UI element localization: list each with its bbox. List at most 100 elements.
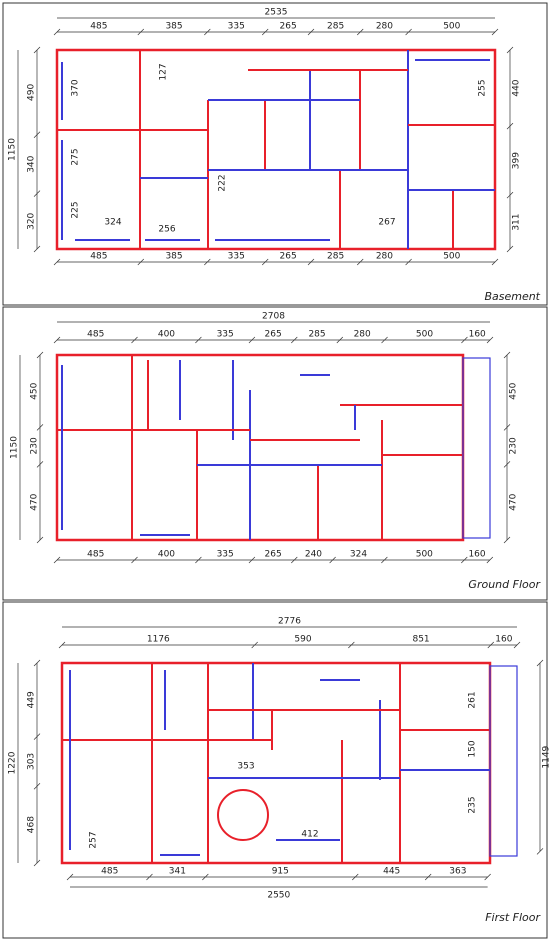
- dimension-tick: [307, 28, 315, 36]
- dimension-tick: [486, 336, 494, 344]
- room-dimension: 275: [71, 148, 81, 165]
- dimension-tick: [248, 556, 256, 564]
- dimension-label: 230: [509, 437, 519, 454]
- panel-frame: [2, 2, 548, 306]
- dimension-label: 440: [512, 79, 522, 96]
- dimension-tick: [503, 351, 511, 359]
- dimension-tick: [66, 873, 74, 881]
- dimension-tick: [536, 848, 544, 855]
- dimension-tick: [53, 336, 61, 344]
- dimension-tick: [506, 122, 514, 130]
- dimension-label: 265: [265, 330, 282, 340]
- dimension-tick: [356, 28, 364, 36]
- room-dimension: 255: [478, 79, 488, 96]
- dimension-label: 470: [30, 493, 40, 510]
- dimension-tick: [506, 245, 514, 253]
- total-dimension: 1150: [10, 436, 20, 459]
- dimension-tick: [424, 873, 432, 881]
- dimension-label: 445: [383, 867, 400, 877]
- dimension-tick: [33, 131, 41, 139]
- floor-label: Ground Floor: [468, 578, 541, 591]
- dimension-label: 500: [443, 22, 460, 32]
- dimension-label: 485: [87, 330, 104, 340]
- dimension-label: 1149: [542, 745, 550, 768]
- dimension-label: 335: [217, 330, 234, 340]
- room-dimension: 412: [301, 830, 318, 840]
- dimension-tick: [405, 28, 412, 36]
- dimension-tick: [202, 873, 209, 881]
- dimension-tick: [405, 258, 412, 266]
- dimension-tick: [381, 556, 388, 564]
- dimension-label: 468: [27, 816, 37, 833]
- dimension-tick: [33, 190, 41, 197]
- outer-wall: [55, 48, 497, 251]
- dimension-label: 590: [294, 635, 311, 645]
- dimension-tick: [491, 258, 499, 266]
- dimension-tick: [33, 733, 41, 740]
- dimension-label: 500: [416, 330, 433, 340]
- outer-wall: [55, 353, 465, 542]
- dimension-label: 363: [449, 867, 466, 877]
- room-dimension: 222: [218, 174, 228, 191]
- dimension-tick: [336, 336, 344, 344]
- dimension-label: 449: [27, 691, 37, 708]
- dimension-label: 490: [27, 84, 37, 101]
- dimension-label: 851: [412, 635, 429, 645]
- dimension-label: 320: [27, 212, 37, 229]
- dimension-tick: [248, 336, 256, 344]
- dimension-label: 485: [90, 22, 107, 32]
- total-dimension: 1150: [8, 138, 18, 161]
- dimension-tick: [329, 556, 336, 564]
- dimension-tick: [348, 641, 355, 649]
- dimension-label: 230: [30, 437, 40, 454]
- dimension-label: 324: [350, 550, 367, 560]
- room-dimension: 127: [159, 63, 169, 80]
- room-dimension: 324: [104, 218, 121, 228]
- dimension-tick: [352, 873, 359, 881]
- dimension-tick: [461, 556, 468, 564]
- total-dimension: 2550: [267, 891, 290, 901]
- dimension-label: 311: [512, 213, 522, 230]
- dimension-label: 265: [280, 252, 297, 262]
- dimension-label: 335: [228, 252, 245, 262]
- dimension-tick: [204, 28, 211, 36]
- room-dimension: 267: [378, 218, 395, 228]
- dimension-label: 303: [27, 753, 37, 770]
- balcony: [462, 357, 491, 539]
- dimension-label: 385: [165, 252, 182, 262]
- dimension-tick: [36, 461, 44, 468]
- balcony: [489, 665, 518, 857]
- dimension-tick: [491, 28, 499, 36]
- dimension-label: 385: [165, 22, 182, 32]
- dimension-label: 500: [416, 550, 433, 560]
- room-dimension: 257: [89, 831, 99, 848]
- dimension-label: 400: [158, 550, 175, 560]
- stair-wall: [217, 789, 269, 841]
- dimension-tick: [484, 873, 491, 881]
- dimension-label: 285: [327, 22, 344, 32]
- dimension-tick: [195, 556, 202, 564]
- dimension-tick: [461, 336, 468, 344]
- room-dimension: 353: [237, 762, 254, 772]
- room-dimension: 261: [468, 691, 478, 708]
- dimension-tick: [33, 783, 41, 790]
- dimension-tick: [53, 258, 61, 266]
- dimension-label: 340: [27, 155, 37, 172]
- dimension-label: 450: [509, 382, 519, 399]
- floor-label: First Floor: [485, 911, 541, 924]
- dimension-tick: [486, 556, 494, 564]
- dimension-label: 341: [169, 867, 186, 877]
- dimension-label: 450: [30, 382, 40, 399]
- dimension-tick: [33, 659, 41, 667]
- dimension-label: 1176: [147, 635, 170, 645]
- total-dimension: 1220: [8, 751, 18, 774]
- dimension-tick: [33, 859, 41, 867]
- panel-frame: [2, 601, 548, 939]
- dimension-tick: [137, 28, 145, 36]
- dimension-tick: [131, 556, 138, 564]
- dimension-tick: [146, 873, 153, 881]
- dimension-label: 470: [509, 493, 519, 510]
- dimension-tick: [58, 641, 66, 649]
- dimension-tick: [36, 424, 44, 431]
